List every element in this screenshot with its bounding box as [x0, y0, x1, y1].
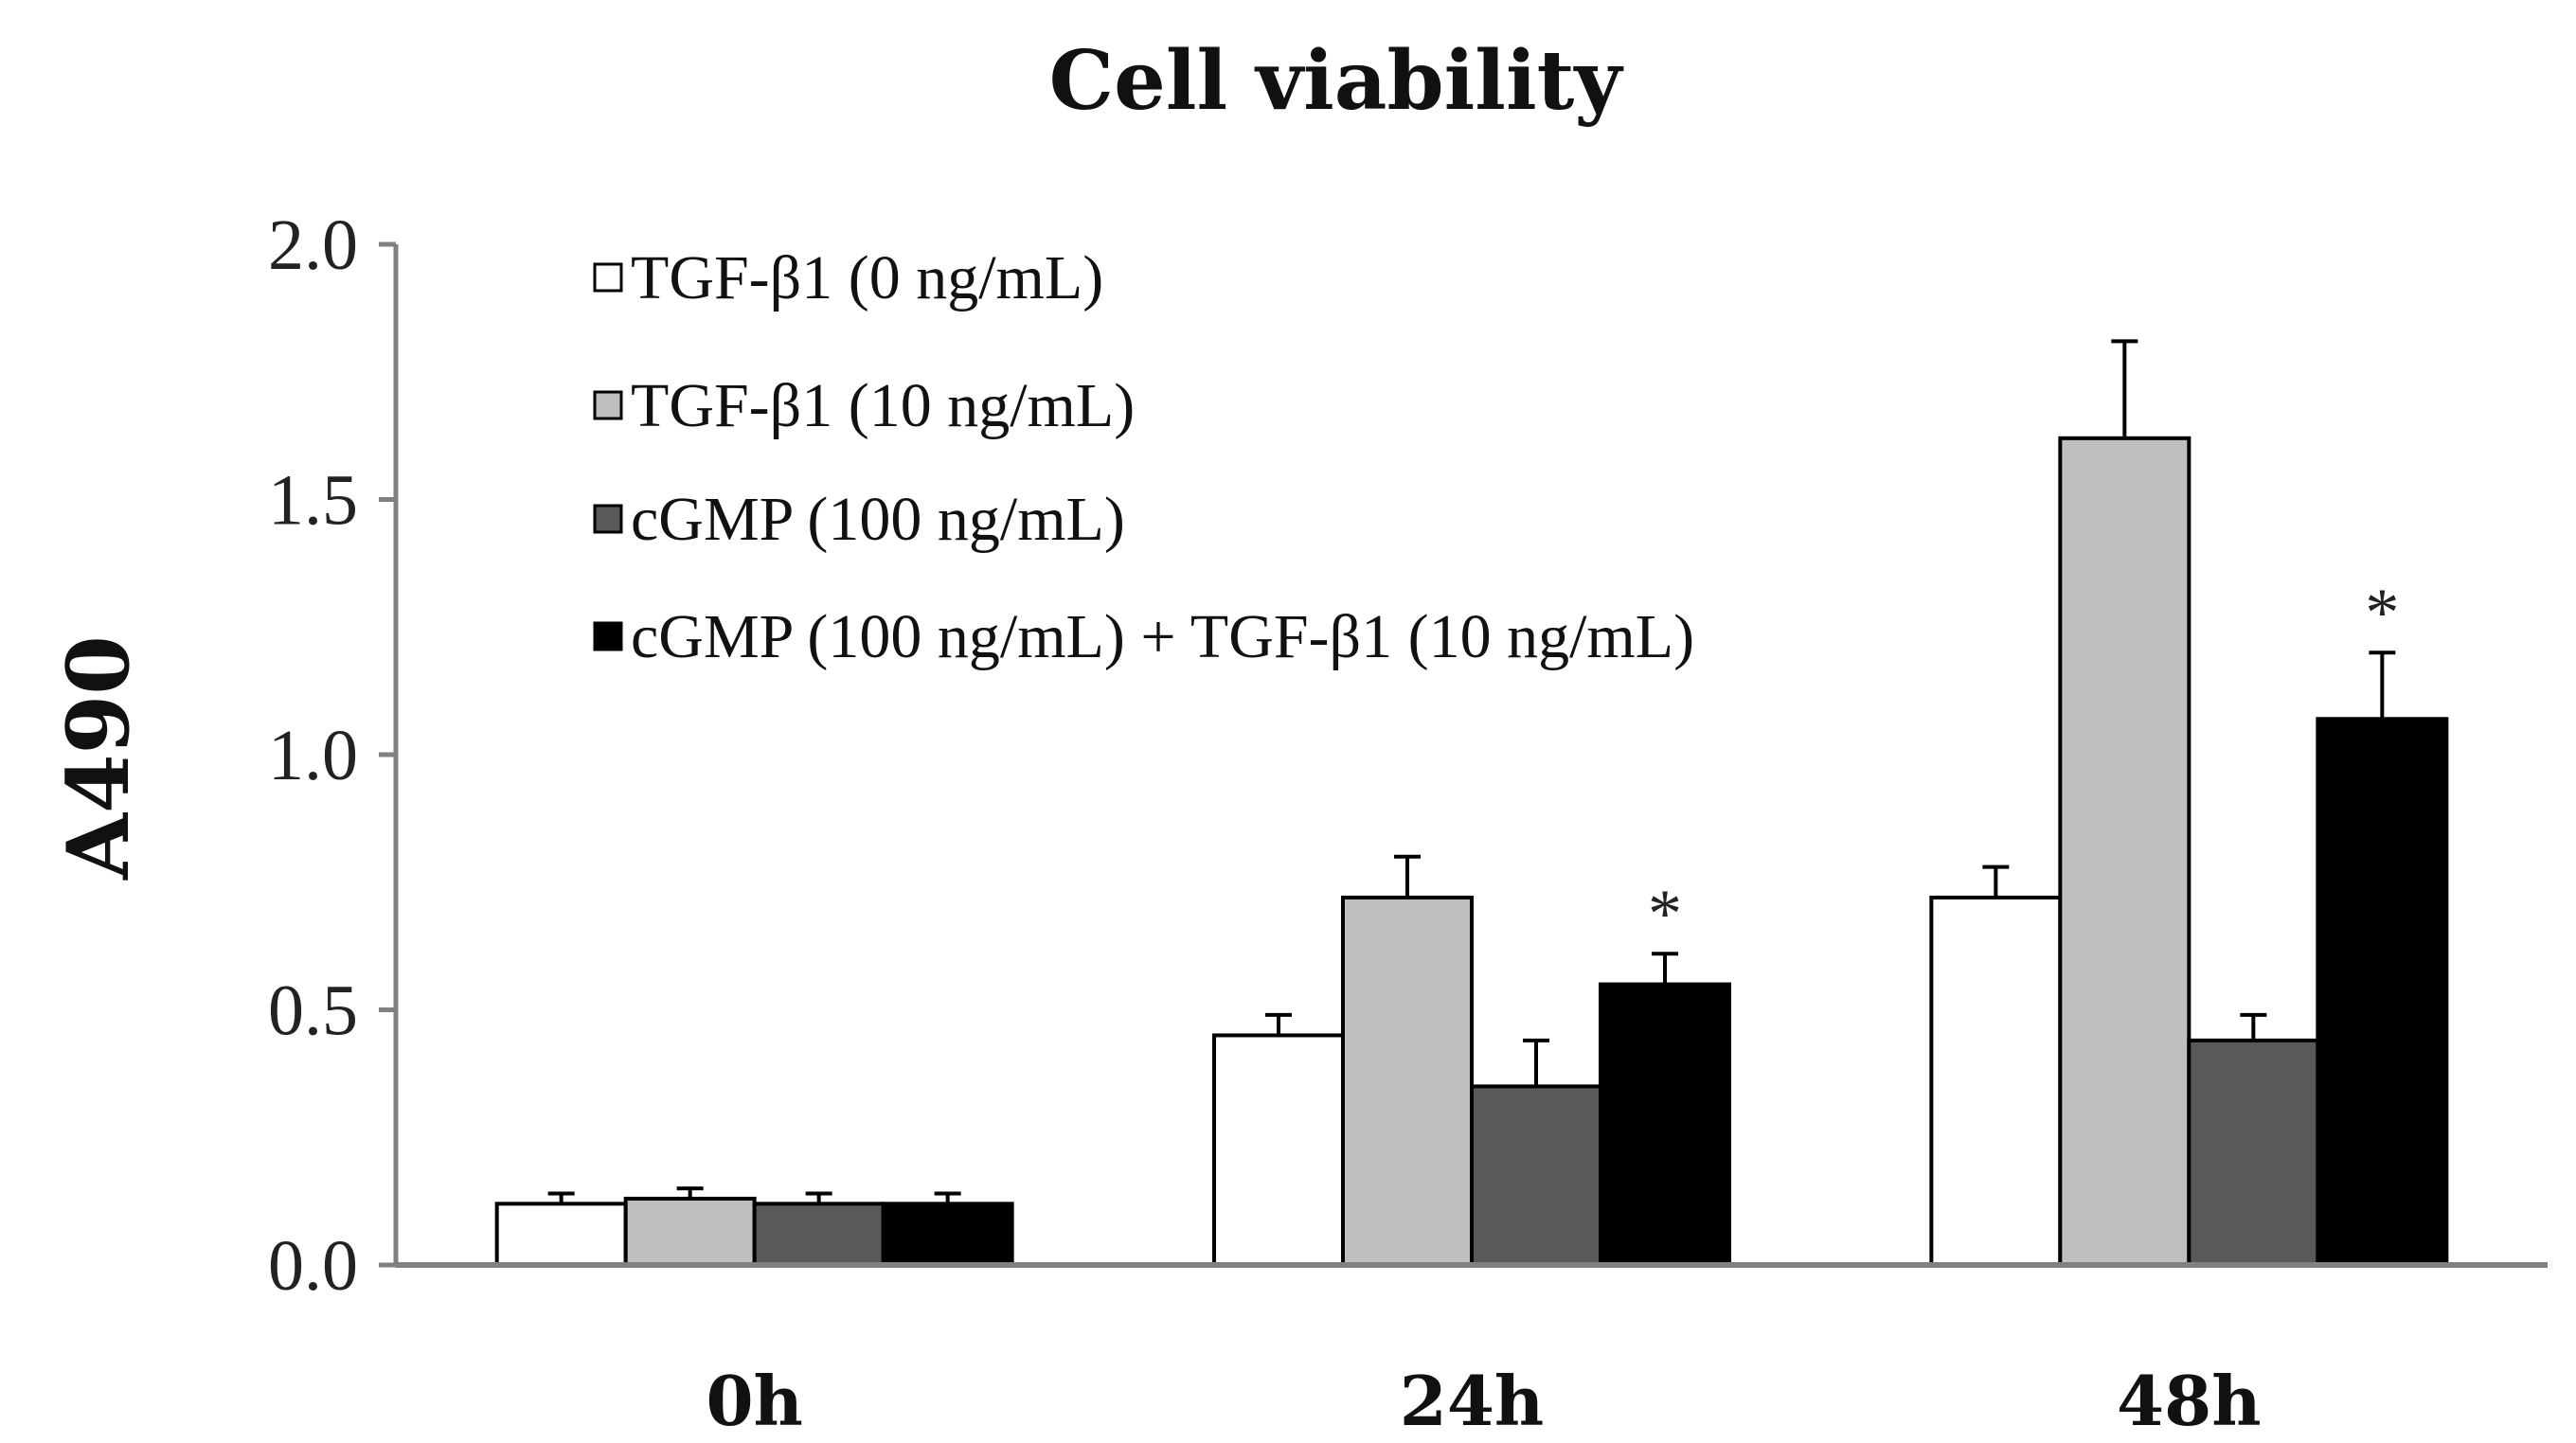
bar	[1341, 895, 1474, 1267]
bar	[752, 1202, 886, 1267]
bar	[2187, 1038, 2320, 1267]
significance-marker: *	[1648, 876, 1682, 952]
y-axis-label: A490	[48, 635, 149, 881]
bar	[2316, 717, 2449, 1267]
significance-marker: *	[2365, 575, 2399, 650]
axes	[379, 241, 2548, 1268]
x-tick-label: 0h	[706, 1361, 802, 1441]
y-tick-label: 2.0	[268, 205, 358, 285]
bar	[1599, 982, 1731, 1268]
legend: TGF-β1 (0 ng/mL) TGF-β1 (10 ng/mL) cGMP (1…	[587, 225, 1837, 699]
bar	[2058, 436, 2191, 1267]
x-tick-label: 24h	[1400, 1361, 1545, 1441]
y-tick-label: 0.0	[268, 1226, 358, 1306]
legend-entry-label: TGF-β1 (0 ng/mL)	[631, 243, 1103, 312]
y-tick-label: 1.5	[268, 461, 358, 541]
tick-labels: 0.0 0.5 1.0 1.5 2.0 0h 24h 48h	[268, 205, 2262, 1441]
y-tick-label: 0.5	[268, 971, 358, 1051]
legend-background	[587, 225, 1837, 699]
bar	[1470, 1084, 1602, 1267]
bar	[1929, 895, 2063, 1267]
bar	[494, 1202, 628, 1267]
bar-marks: **	[494, 339, 2449, 1268]
y-tick-label: 1.0	[268, 716, 358, 795]
bar	[881, 1202, 1014, 1267]
legend-swatch	[593, 262, 623, 293]
legend-swatch	[593, 621, 623, 651]
chart-title: Cell viability	[1049, 33, 1625, 129]
bar	[1212, 1033, 1345, 1267]
x-tick-label: 48h	[2117, 1361, 2262, 1441]
legend-entry-label: cGMP (100 ng/mL)	[631, 485, 1125, 554]
legend-swatch	[593, 504, 623, 534]
legend-entry-label: TGF-β1 (10 ng/mL)	[631, 371, 1135, 440]
legend-entry-label: cGMP (100 ng/mL) + TGF-β1 (10 ng/mL)	[631, 602, 1694, 671]
bar	[623, 1196, 757, 1268]
legend-swatch	[593, 390, 623, 420]
